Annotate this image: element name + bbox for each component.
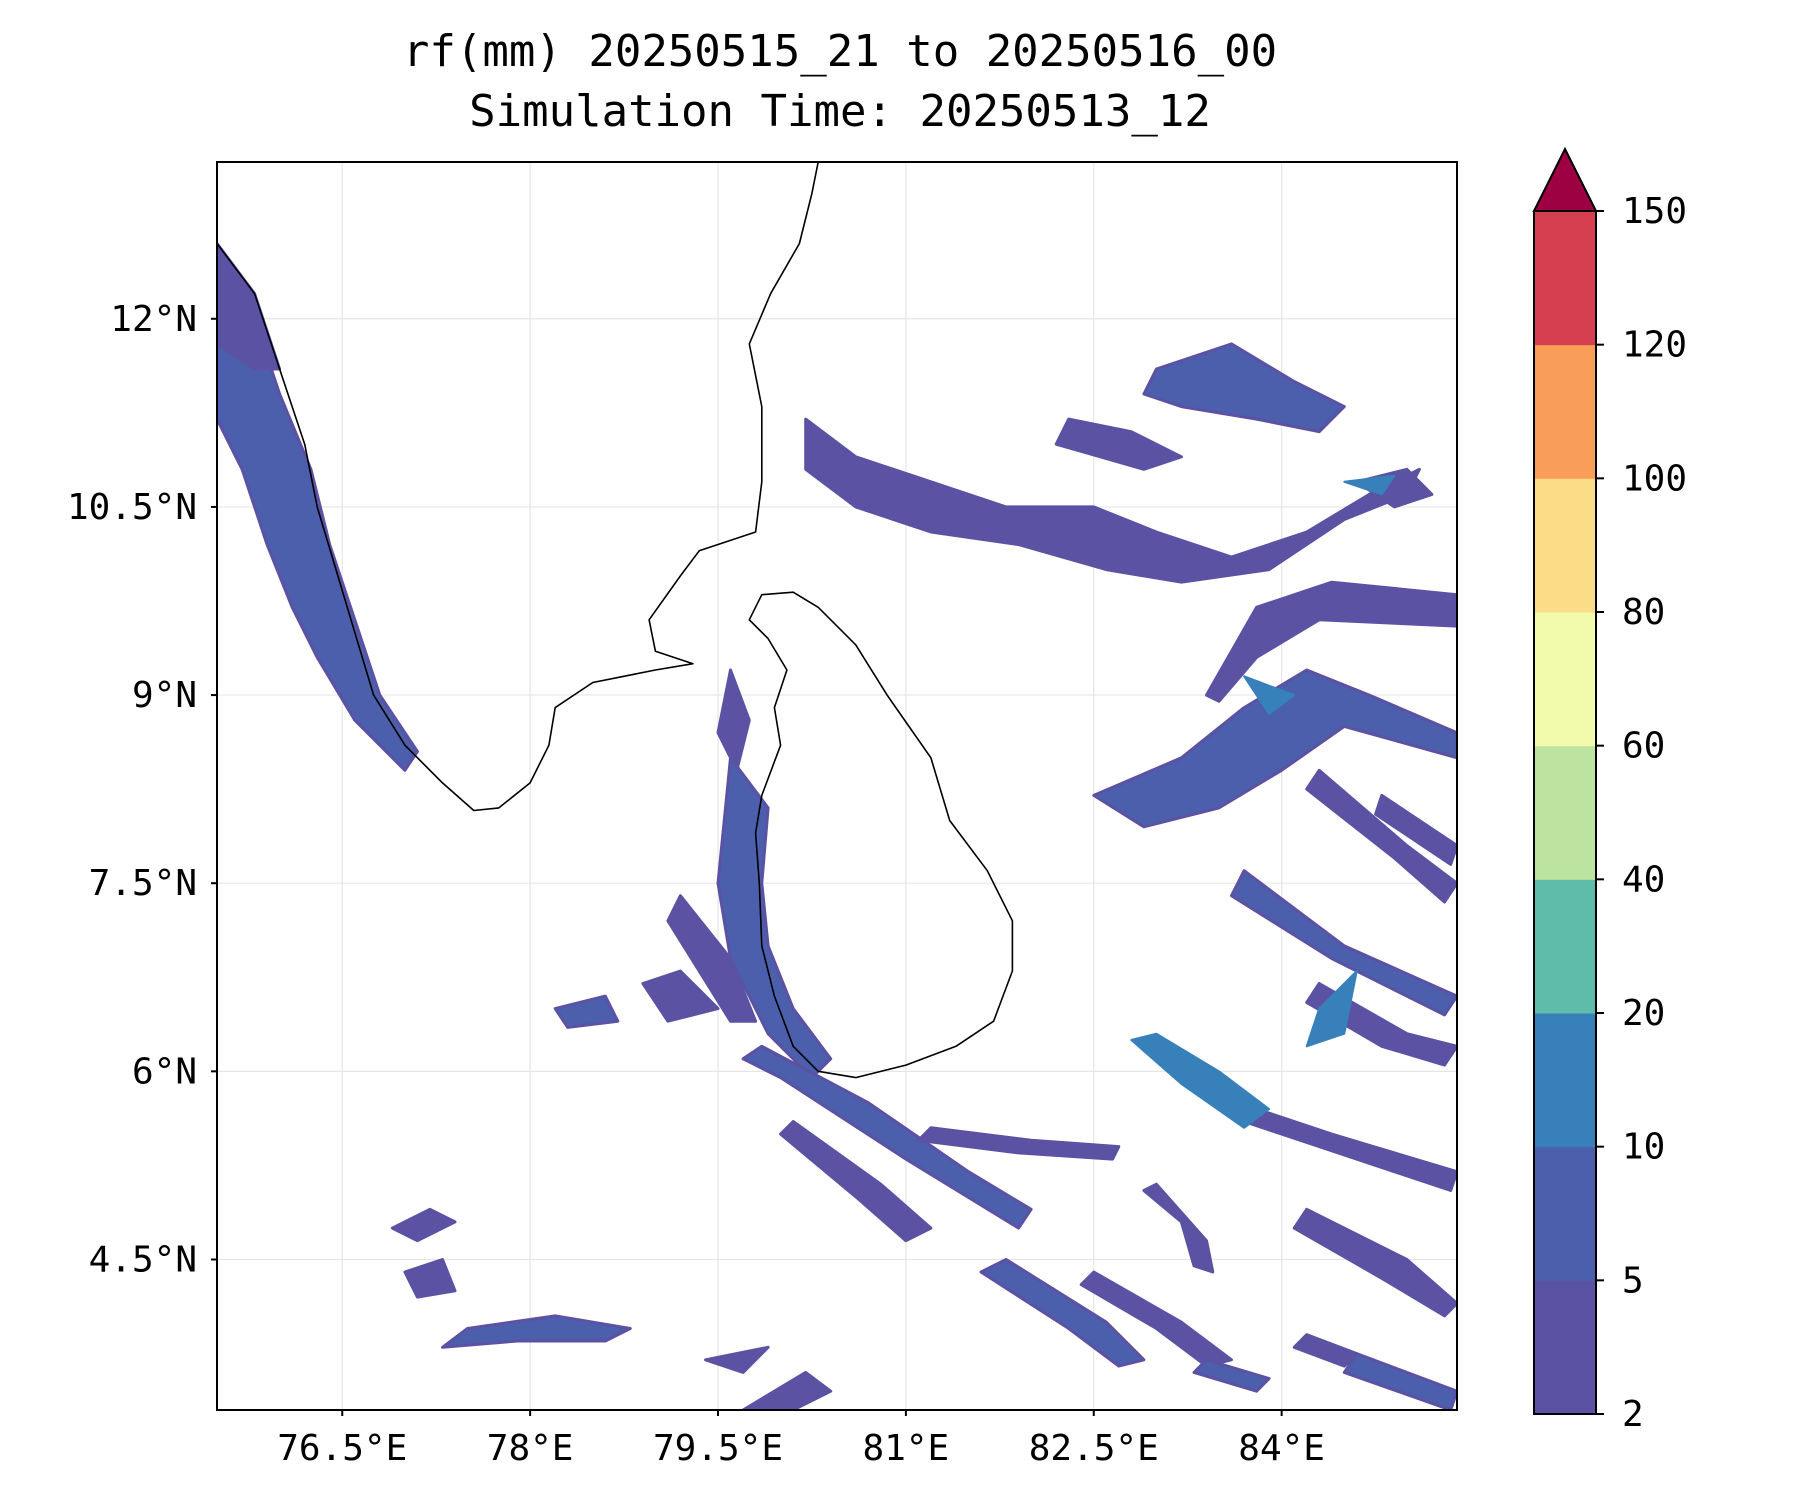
rain-contour-mid-0 — [1305, 970, 1358, 1048]
rain-contour-low-24 — [1142, 342, 1346, 434]
rain-contour-low-18 — [1230, 869, 1457, 1017]
colorbar: 2 5 10 20 40 60 80 100 120 150 — [1532, 146, 1687, 1435]
colorbar-tick-label-4: 40 — [1622, 859, 1665, 900]
colorbar-bin-40-60 — [1534, 745, 1596, 880]
coastlines — [217, 162, 1014, 1079]
rain-contour-low-22 — [1205, 580, 1457, 703]
colorbar-bin-80-100 — [1534, 478, 1596, 613]
colorbar-tick-label-6: 80 — [1622, 592, 1665, 633]
map-frame — [216, 161, 1458, 1411]
y-tick-label-0: 12°N — [110, 299, 197, 340]
coastline-india — [217, 162, 819, 812]
rain-contour-low-31 — [741, 1370, 833, 1410]
rain-contour-low-27 — [441, 1314, 632, 1349]
rain-contour-low-6 — [741, 1044, 1033, 1230]
x-tick-label-4: 82.5°E — [1029, 1428, 1159, 1469]
colorbar-tick-label-8: 120 — [1622, 325, 1687, 366]
colorbar-frame — [1533, 210, 1597, 1415]
rain-contour-low-20 — [1374, 793, 1457, 866]
rain-contour-mid-3 — [1343, 474, 1396, 496]
coastline-sri-lanka — [748, 591, 1014, 1079]
colorbar-tick-label-0: 2 — [1622, 1394, 1644, 1435]
chart-title: rf(mm) 20250515_21 to 20250516_00 Simula… — [0, 22, 1680, 142]
rain-contour-low-29 — [390, 1207, 457, 1243]
rain-contour-low-8 — [916, 1126, 1121, 1161]
rain-contour-low-21 — [1092, 668, 1457, 829]
colorbar-tick-label-5: 60 — [1622, 726, 1665, 767]
x-tick-label-2: 79.5°E — [653, 1428, 783, 1469]
rain-contour-mid-2 — [1243, 675, 1296, 715]
rain-contour-mid-1 — [1130, 1032, 1271, 1129]
y-axis-ticks: 12°N 10.5°N 9°N 7.5°N 6°N 4.5°N — [67, 299, 217, 1280]
colorbar-bin-5-10 — [1534, 1146, 1596, 1281]
rain-contour-low-14 — [1292, 1333, 1359, 1368]
rain-contour-low-30 — [553, 994, 620, 1029]
gridlines — [217, 162, 1457, 1410]
rain-contour-low-4 — [666, 894, 758, 1023]
rain-contour-low-9 — [979, 1258, 1146, 1368]
rain-contour-low-3 — [716, 756, 833, 1080]
map-plot-area: 76.5°E 78°E 79.5°E 81°E 82.5°E 84°E 12°N 10.5°… — [67, 161, 1458, 1469]
title-line-2: Simulation Time: 20250513_12 — [469, 86, 1211, 137]
colorbar-tick-label-1: 5 — [1622, 1260, 1644, 1301]
rain-contour-low-25 — [1054, 417, 1183, 471]
rain-contour-low-15 — [1342, 1352, 1457, 1410]
colorbar-tick-label-7: 100 — [1622, 458, 1687, 499]
colorbar-tick-label-2: 10 — [1622, 1127, 1665, 1168]
colorbar-bin-2-5 — [1534, 1280, 1596, 1415]
rain-contour-low-13 — [1292, 1207, 1457, 1318]
x-tick-label-1: 78°E — [487, 1428, 574, 1469]
rain-contour-low-12 — [1192, 1358, 1271, 1393]
rain-contour-low-7 — [779, 1120, 933, 1243]
colorbar-ticks: 2 5 10 20 40 60 80 100 120 150 — [1596, 191, 1687, 1435]
colorbar-bin-100-120 — [1534, 344, 1596, 479]
y-tick-label-5: 4.5°N — [89, 1239, 197, 1280]
y-tick-label-1: 10.5°N — [67, 487, 197, 528]
colorbar-tick-label-3: 20 — [1622, 993, 1665, 1034]
x-tick-label-3: 81°E — [863, 1428, 950, 1469]
x-tick-label-0: 76.5°E — [277, 1428, 407, 1469]
rain-contour-low-28 — [403, 1258, 457, 1299]
y-tick-label-4: 6°N — [132, 1051, 197, 1092]
colorbar-bin-60-80 — [1534, 612, 1596, 747]
rain-contour-low-19 — [1305, 768, 1457, 904]
x-tick-label-5: 84°E — [1238, 1428, 1325, 1469]
rainfall-contours — [217, 242, 1457, 1410]
colorbar-bin-10-20 — [1534, 1013, 1596, 1148]
colorbar-tick-label-9: 150 — [1622, 191, 1687, 232]
colorbar-bins — [1532, 146, 1598, 1415]
colorbar-bin-20-40 — [1534, 879, 1596, 1014]
rain-contour-low-0 — [217, 279, 419, 772]
colorbar-extend-arrow — [1532, 146, 1598, 212]
y-tick-label-2: 9°N — [132, 675, 197, 716]
x-axis-ticks: 76.5°E 78°E 79.5°E 81°E 82.5°E 84°E — [277, 1410, 1325, 1469]
title-line-1: rf(mm) 20250515_21 to 20250516_00 — [402, 26, 1278, 77]
colorbar-bin-120-150 — [1534, 211, 1596, 346]
rain-contour-low-11 — [1142, 1182, 1215, 1274]
y-tick-label-3: 7.5°N — [89, 863, 197, 904]
rain-contour-low-5 — [641, 969, 720, 1023]
rain-contour-low-32 — [704, 1345, 770, 1374]
